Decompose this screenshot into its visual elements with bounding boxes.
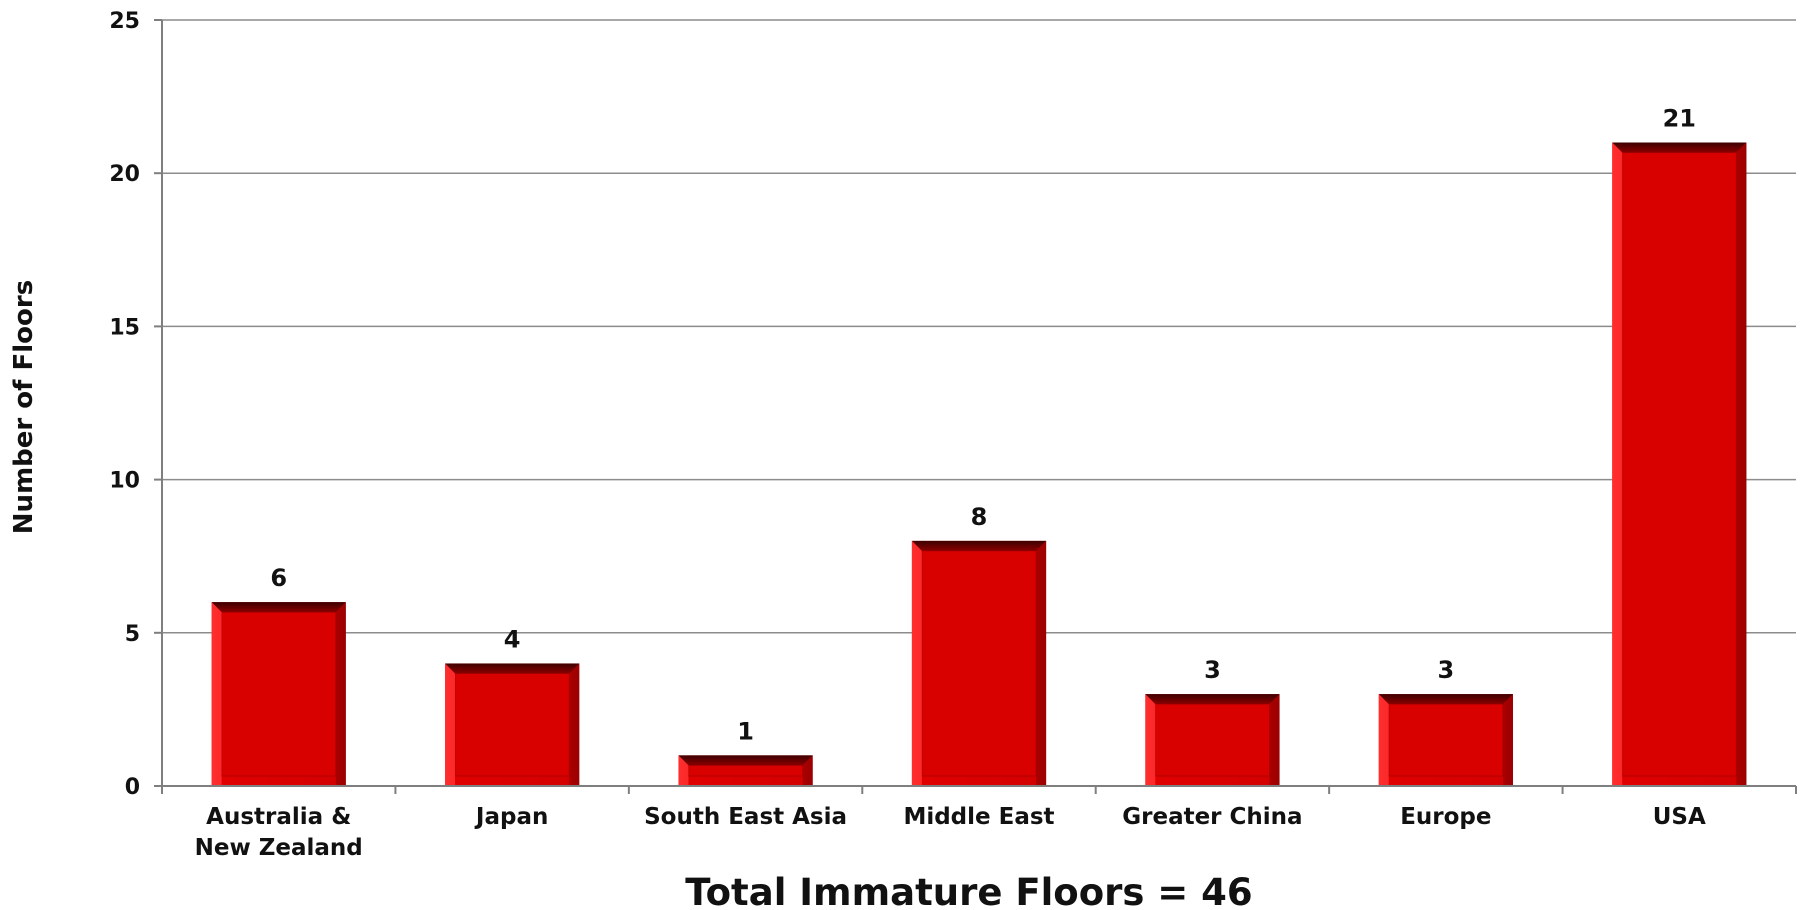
- y-tick-label: 20: [109, 162, 140, 187]
- bar-right-shade: [1036, 540, 1047, 786]
- x-category-label: South East Asia: [644, 804, 847, 830]
- x-category-label: New Zealand: [195, 835, 363, 861]
- bar: [678, 755, 813, 786]
- data-label: 21: [1663, 105, 1696, 133]
- data-label: 1: [737, 717, 754, 745]
- bar-top-cap: [1145, 694, 1280, 705]
- x-axis-title: Total Immature Floors = 46: [685, 871, 1252, 910]
- bar-bevel: [921, 550, 1037, 777]
- bar-top-cap: [678, 755, 813, 766]
- bar-right-shade: [335, 602, 346, 786]
- bar-top-cap: [911, 540, 1047, 551]
- x-category-label: Greater China: [1122, 804, 1302, 830]
- data-label: 3: [1438, 656, 1455, 684]
- bar-left-highlight: [445, 663, 456, 786]
- y-tick-label: 0: [125, 775, 140, 800]
- bar-right-shade: [1502, 694, 1513, 786]
- bar-left-highlight: [911, 540, 922, 786]
- bar-bevel: [1388, 703, 1504, 777]
- bar-top-cap: [445, 663, 580, 674]
- bar-left-highlight: [1145, 694, 1156, 786]
- data-label: 6: [270, 564, 287, 592]
- bar-left-highlight: [211, 602, 222, 786]
- y-tick-label: 5: [125, 622, 140, 647]
- bar: [1145, 694, 1280, 786]
- bar: [445, 663, 580, 786]
- bar-top-cap: [1378, 694, 1513, 705]
- labels: 0 5 10 15 20 25 6 Australia & New Zealand 4 Japan 1…: [109, 9, 1706, 861]
- y-axis-title: Number of Floors: [9, 280, 39, 534]
- bar-bevel: [454, 672, 570, 777]
- bar-left-highlight: [678, 755, 689, 786]
- bar-right-shade: [1269, 694, 1280, 786]
- bar-bevel: [687, 764, 804, 777]
- gridlines: [154, 19, 1797, 794]
- bar: [1612, 142, 1747, 786]
- bars: [211, 142, 1747, 786]
- x-category-label: USA: [1653, 804, 1706, 830]
- y-tick-label: 25: [109, 9, 140, 34]
- bar-right-shade: [1736, 142, 1747, 786]
- data-label: 4: [504, 625, 521, 653]
- bar-left-highlight: [1612, 142, 1623, 786]
- bar: [1378, 694, 1513, 786]
- data-label: 8: [971, 503, 988, 531]
- bar-left-highlight: [1378, 694, 1389, 786]
- bar: [211, 602, 346, 786]
- x-category-label: Australia &: [206, 804, 351, 830]
- bar-top-cap: [211, 602, 346, 613]
- y-tick-label: 15: [109, 315, 140, 340]
- bar-right-shade: [802, 755, 813, 786]
- bar-top-cap: [1612, 142, 1747, 153]
- x-category-label: Europe: [1400, 804, 1491, 830]
- data-label: 3: [1204, 656, 1221, 684]
- x-category-label: Japan: [474, 804, 548, 830]
- bar: [911, 540, 1047, 786]
- y-tick-label: 10: [109, 469, 140, 494]
- x-category-label: Middle East: [903, 804, 1054, 830]
- bar-bevel: [221, 611, 337, 777]
- bar-bevel: [1154, 703, 1271, 777]
- bar-bevel: [1621, 152, 1737, 777]
- bar-right-shade: [569, 663, 580, 786]
